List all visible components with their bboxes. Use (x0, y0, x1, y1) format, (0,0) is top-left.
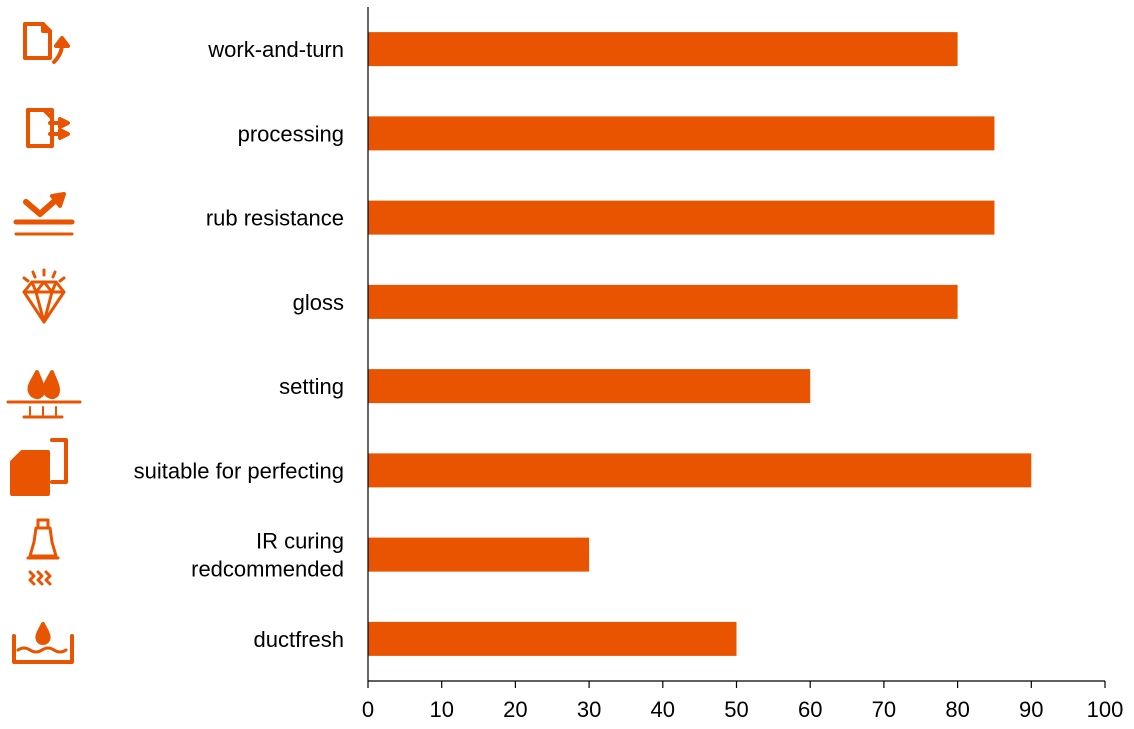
rub-resistance-icon (13, 192, 75, 236)
perfecting-icon (10, 438, 68, 496)
bar-3 (368, 284, 958, 319)
x-tick-label: 60 (798, 697, 822, 722)
x-tick-label: 70 (872, 697, 896, 722)
bar-5 (368, 453, 1032, 488)
category-label: rub resistance (206, 206, 344, 231)
setting-drops-icon (6, 370, 82, 419)
x-tick-label: 20 (503, 697, 527, 722)
category-labels: work-and-turn processing rub resistance glo… (134, 37, 344, 652)
x-tick-label: 100 (1087, 697, 1124, 722)
x-tick-label: 50 (724, 697, 748, 722)
category-label: processing (238, 121, 344, 146)
bar-2 (368, 200, 995, 235)
category-label: IR curing (256, 529, 344, 554)
bars (368, 32, 1032, 656)
category-label: gloss (293, 290, 344, 315)
x-tick-label: 0 (362, 697, 374, 722)
category-label: work-and-turn (207, 37, 344, 62)
axes: 0 10 20 30 40 50 60 70 80 90 100 (362, 7, 1123, 722)
category-label: suitable for perfecting (134, 458, 344, 483)
processing-icon (26, 108, 70, 148)
icon-column (6, 22, 82, 664)
bar-4 (368, 369, 811, 404)
x-tick-label: 10 (429, 697, 453, 722)
x-tick-label: 90 (1019, 697, 1043, 722)
bar-1 (368, 116, 995, 151)
category-label: ductfresh (254, 627, 345, 652)
category-label: redcommended (191, 557, 344, 582)
bar-7 (368, 621, 737, 656)
x-tick-label: 40 (651, 697, 675, 722)
x-tick-label: 80 (945, 697, 969, 722)
x-tick-label: 30 (577, 697, 601, 722)
x-axis-ticks: 0 10 20 30 40 50 60 70 80 90 100 (362, 681, 1123, 722)
ir-lamp-icon (26, 518, 60, 586)
ductfresh-icon (12, 622, 74, 664)
work-and-turn-icon (23, 22, 70, 64)
gloss-diamond-icon (22, 268, 66, 324)
category-label: setting (279, 374, 344, 399)
bar-6 (368, 537, 590, 572)
bar-0 (368, 32, 958, 67)
